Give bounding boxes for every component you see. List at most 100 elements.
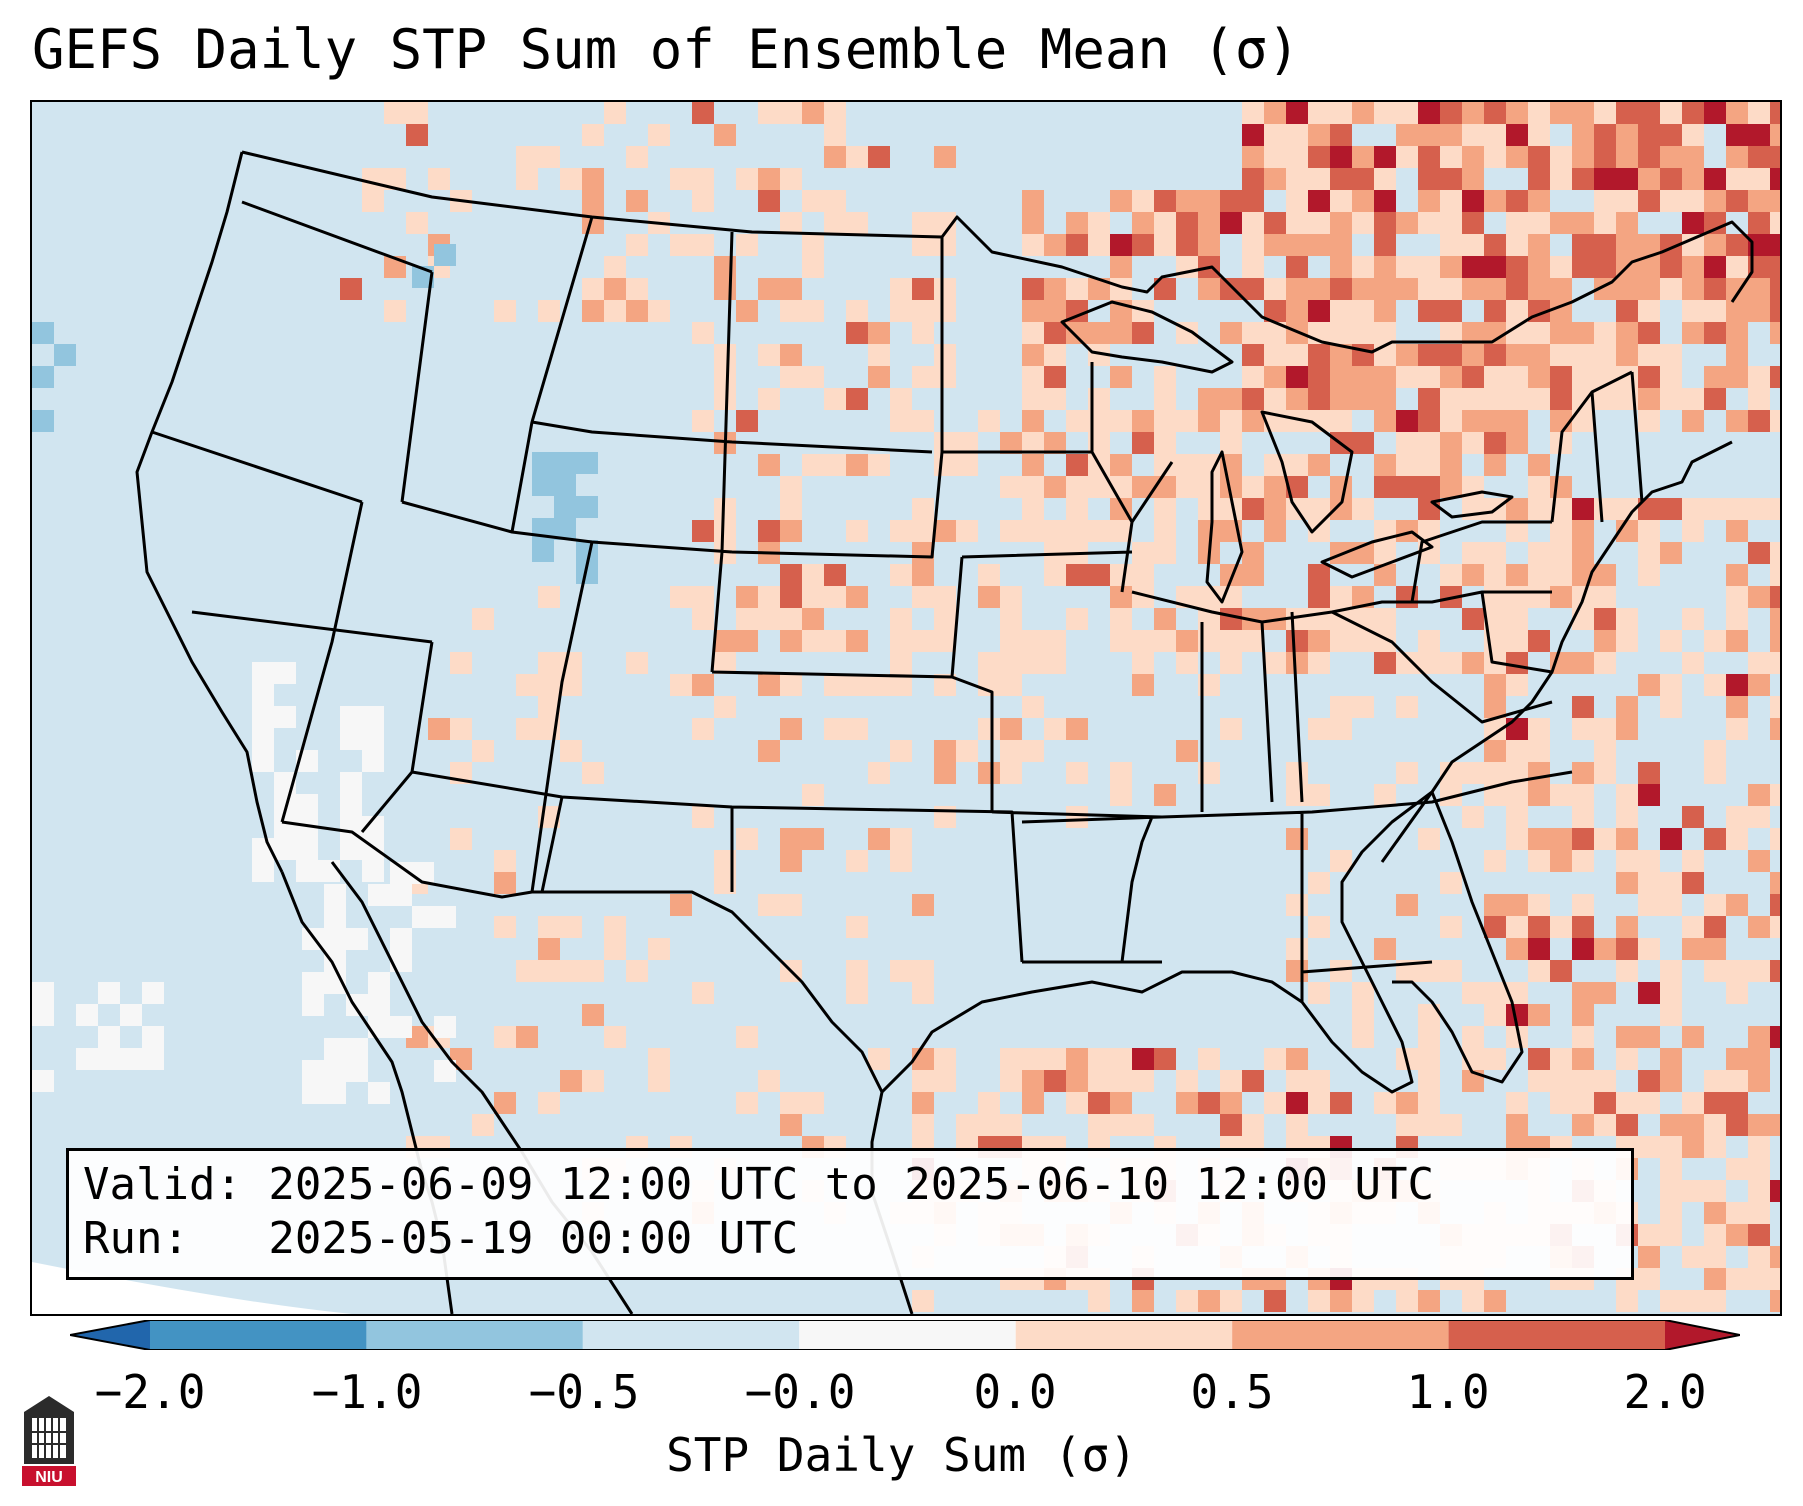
anomaly-cell — [780, 498, 802, 520]
anomaly-cell — [758, 674, 780, 696]
anomaly-cell — [1506, 322, 1528, 344]
anomaly-cell — [1484, 190, 1506, 212]
anomaly-cell — [1022, 520, 1044, 542]
anomaly-cell — [846, 960, 868, 982]
anomaly-cell — [1550, 960, 1572, 982]
anomaly-cell — [1638, 234, 1660, 256]
anomaly-cell — [368, 1082, 390, 1104]
anomaly-cell — [560, 674, 582, 696]
anomaly-cell — [1506, 916, 1528, 938]
anomaly-cell — [1572, 850, 1594, 872]
anomaly-cell — [1484, 740, 1506, 762]
anomaly-cell — [1506, 234, 1528, 256]
anomaly-cell — [1440, 102, 1462, 124]
anomaly-cell — [1594, 718, 1616, 740]
anomaly-cell — [1660, 542, 1682, 564]
anomaly-cell — [1572, 762, 1594, 784]
anomaly-cell — [714, 630, 736, 652]
anomaly-cell — [846, 850, 868, 872]
anomaly-cell — [494, 850, 516, 872]
anomaly-cell — [1440, 916, 1462, 938]
anomaly-cell — [846, 322, 868, 344]
anomaly-cell — [1440, 124, 1462, 146]
anomaly-cell — [1506, 608, 1528, 630]
anomaly-cell — [604, 278, 626, 300]
anomaly-cell — [1616, 718, 1638, 740]
anomaly-cell — [1286, 190, 1308, 212]
anomaly-cell — [1154, 542, 1176, 564]
anomaly-cell — [1748, 278, 1770, 300]
anomaly-cell — [1374, 366, 1396, 388]
anomaly-cell — [1506, 1026, 1528, 1048]
anomaly-cell — [1132, 1048, 1154, 1070]
anomaly-cell — [1660, 256, 1682, 278]
anomaly-cell — [1286, 1048, 1308, 1070]
anomaly-cell — [1770, 564, 1780, 586]
anomaly-cell — [1638, 1070, 1660, 1092]
anomaly-cell — [1022, 1092, 1044, 1114]
anomaly-cell — [1330, 190, 1352, 212]
anomaly-cell — [1330, 322, 1352, 344]
anomaly-cell — [1682, 168, 1704, 190]
anomaly-cell — [1176, 410, 1198, 432]
anomaly-cell — [1638, 256, 1660, 278]
anomaly-cell — [1242, 542, 1264, 564]
anomaly-cell — [428, 168, 450, 190]
anomaly-cell — [1088, 1048, 1110, 1070]
anomaly-cell — [1132, 1290, 1154, 1312]
anomaly-cell — [670, 894, 692, 916]
anomaly-cell — [1594, 630, 1616, 652]
anomaly-cell — [1418, 212, 1440, 234]
anomaly-cell — [1616, 872, 1638, 894]
anomaly-cell — [1374, 278, 1396, 300]
anomaly-cell — [736, 828, 758, 850]
anomaly-cell — [802, 454, 824, 476]
anomaly-cell — [560, 1070, 582, 1092]
anomaly-cell — [1352, 1026, 1374, 1048]
anomaly-cell — [1528, 454, 1550, 476]
anomaly-cell — [1660, 344, 1682, 366]
anomaly-cell — [252, 860, 274, 882]
anomaly-cell — [1374, 146, 1396, 168]
anomaly-cell — [648, 1048, 670, 1070]
anomaly-cell — [1704, 190, 1726, 212]
anomaly-cell — [648, 124, 670, 146]
anomaly-cell — [1044, 564, 1066, 586]
anomaly-cell — [76, 1048, 98, 1070]
anomaly-cell — [912, 366, 934, 388]
anomaly-cell — [1066, 608, 1088, 630]
colorbar-bin — [582, 1320, 800, 1350]
anomaly-cell — [1704, 300, 1726, 322]
anomaly-cell — [1198, 498, 1220, 520]
anomaly-cell — [1440, 212, 1462, 234]
anomaly-cell — [1484, 784, 1506, 806]
anomaly-cell — [1220, 388, 1242, 410]
anomaly-cell — [340, 728, 362, 750]
anomaly-cell — [1660, 1224, 1682, 1246]
anomaly-cell — [1110, 630, 1132, 652]
anomaly-cell — [1440, 410, 1462, 432]
anomaly-cell — [1594, 1092, 1616, 1114]
anomaly-cell — [692, 982, 714, 1004]
anomaly-cell — [362, 860, 384, 882]
anomaly-cell — [912, 300, 934, 322]
anomaly-cell — [1374, 542, 1396, 564]
anomaly-cell — [1550, 102, 1572, 124]
anomaly-cell — [1000, 1114, 1022, 1136]
anomaly-cell — [538, 586, 560, 608]
anomaly-cell — [824, 102, 846, 124]
anomaly-cell — [1352, 366, 1374, 388]
anomaly-cell — [1528, 762, 1550, 784]
anomaly-cell — [1484, 982, 1506, 1004]
anomaly-cell — [1704, 1268, 1726, 1290]
anomaly-cell — [1770, 1114, 1780, 1136]
anomaly-cell — [1242, 146, 1264, 168]
anomaly-cell — [1506, 432, 1528, 454]
colorbar-tick-label: 1.0 — [1406, 1365, 1490, 1419]
anomaly-cell — [1022, 366, 1044, 388]
anomaly-cell — [1374, 608, 1396, 630]
anomaly-cell — [912, 960, 934, 982]
anomaly-cell — [1374, 212, 1396, 234]
anomaly-cell — [1616, 938, 1638, 960]
anomaly-cell — [824, 586, 846, 608]
